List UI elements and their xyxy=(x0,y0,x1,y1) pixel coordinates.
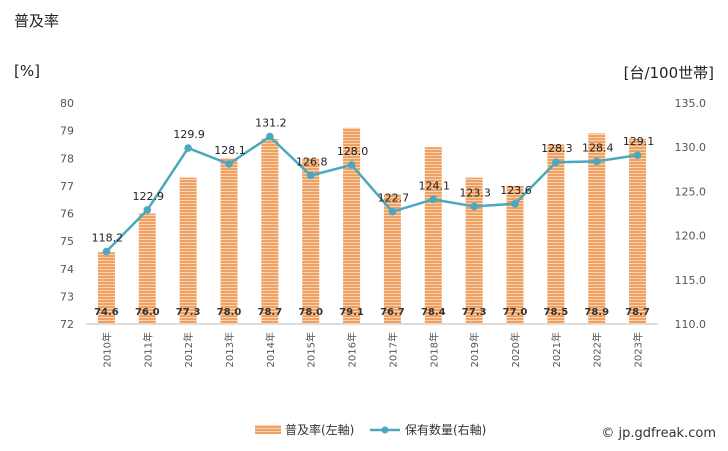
line-value-label: 124.1 xyxy=(419,179,451,192)
bar xyxy=(138,213,156,324)
right-tick-label: 115.0 xyxy=(675,274,707,287)
left-tick-label: 73 xyxy=(60,290,74,303)
x-tick-label: 2020年 xyxy=(509,332,522,367)
line-value-label: 122.9 xyxy=(133,190,165,203)
left-tick-label: 77 xyxy=(60,180,74,193)
bar xyxy=(179,177,197,324)
bar-value-label: 78.7 xyxy=(625,307,650,318)
line-point xyxy=(143,206,152,214)
line-point xyxy=(347,161,356,169)
bar-value-label: 77.3 xyxy=(176,307,201,318)
right-tick-label: 130.0 xyxy=(675,141,707,154)
line-value-label: 128.0 xyxy=(337,145,369,158)
line-value-label: 122.7 xyxy=(378,192,410,205)
line-point xyxy=(552,158,560,167)
bar-value-label: 78.0 xyxy=(217,307,242,318)
right-tick-label: 135.0 xyxy=(675,97,707,110)
bar-value-label: 78.7 xyxy=(258,307,283,318)
bar-value-label: 76.0 xyxy=(135,307,160,318)
bar xyxy=(465,177,483,324)
line-value-label: 126.8 xyxy=(296,155,328,168)
left-tick-label: 75 xyxy=(60,235,74,248)
line-value-label: 131.2 xyxy=(255,117,287,130)
right-tick-label: 110.0 xyxy=(675,318,707,331)
line-point xyxy=(102,247,111,256)
x-tick-label: 2022年 xyxy=(591,332,604,367)
x-tick-label: 2010年 xyxy=(100,332,113,367)
left-tick-label: 74 xyxy=(60,263,74,276)
legend-line-marker xyxy=(381,426,389,434)
line-point xyxy=(388,207,397,216)
line-value-label: 128.3 xyxy=(541,142,573,155)
bar-value-label: 78.0 xyxy=(298,307,323,318)
line-point xyxy=(429,195,438,204)
line-point xyxy=(592,157,601,166)
bar-value-label: 77.3 xyxy=(462,307,487,318)
line-value-label: 129.9 xyxy=(173,128,205,141)
right-tick-label: 120.0 xyxy=(675,230,707,243)
bar xyxy=(547,144,565,324)
x-tick-label: 2011年 xyxy=(141,332,154,367)
right-axis-unit: [台/100世帯] xyxy=(623,64,714,82)
bar-value-label: 74.6 xyxy=(94,307,119,318)
line-value-label: 123.6 xyxy=(500,184,532,197)
bar xyxy=(506,185,524,324)
x-tick-label: 2021年 xyxy=(550,332,563,367)
bar-value-label: 77.0 xyxy=(503,307,528,318)
bar-value-label: 78.9 xyxy=(584,307,609,318)
right-tick-label: 125.0 xyxy=(675,185,707,198)
x-tick-label: 2017年 xyxy=(386,332,399,367)
x-tick-label: 2016年 xyxy=(346,332,359,367)
line-value-label: 128.1 xyxy=(214,144,246,157)
line-point xyxy=(266,132,274,141)
line-value-label: 129.1 xyxy=(623,135,655,148)
bar-value-label: 79.1 xyxy=(339,307,364,318)
left-tick-label: 80 xyxy=(60,97,74,110)
line-point xyxy=(225,160,233,168)
left-tick-label: 78 xyxy=(60,152,74,165)
line-value-label: 128.4 xyxy=(582,141,614,154)
legend-bar-label: 普及率(左軸) xyxy=(285,422,354,437)
line-value-label: 123.3 xyxy=(459,186,491,199)
bar xyxy=(261,138,279,324)
left-tick-label: 79 xyxy=(60,125,74,138)
bar xyxy=(220,158,238,324)
credit-text: © jp.gdfreak.com xyxy=(601,426,716,441)
x-tick-label: 2015年 xyxy=(305,332,318,367)
x-tick-label: 2014年 xyxy=(264,332,277,367)
bar xyxy=(97,252,115,324)
line-value-label: 118.2 xyxy=(92,232,124,245)
bar-value-label: 78.4 xyxy=(421,307,446,318)
line-point xyxy=(511,199,519,208)
line-point xyxy=(633,151,642,159)
legend-bar-swatch xyxy=(255,425,281,434)
line-point xyxy=(306,171,315,180)
bar xyxy=(383,194,401,324)
left-axis-unit: [%] xyxy=(14,62,40,80)
line-point xyxy=(470,202,478,211)
left-tick-label: 72 xyxy=(60,318,74,331)
bar xyxy=(629,138,647,324)
line-point xyxy=(184,144,192,152)
bar-value-label: 78.5 xyxy=(544,307,569,318)
bar xyxy=(343,127,361,324)
x-tick-label: 2018年 xyxy=(427,332,440,367)
left-tick-label: 76 xyxy=(60,208,74,221)
x-tick-label: 2012年 xyxy=(182,332,195,367)
bar xyxy=(424,147,442,324)
legend-line-label: 保有数量(右軸) xyxy=(405,422,486,437)
x-tick-label: 2019年 xyxy=(468,332,481,367)
bar xyxy=(302,158,320,324)
x-tick-label: 2013年 xyxy=(223,332,236,367)
series-line xyxy=(105,134,638,253)
bar xyxy=(588,133,606,324)
x-tick-label: 2023年 xyxy=(632,332,645,367)
chart-title: 普及率 xyxy=(14,12,60,30)
bar-value-label: 76.7 xyxy=(380,307,405,318)
